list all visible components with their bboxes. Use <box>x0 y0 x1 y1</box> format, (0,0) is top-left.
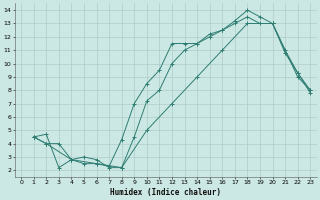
X-axis label: Humidex (Indice chaleur): Humidex (Indice chaleur) <box>110 188 221 197</box>
